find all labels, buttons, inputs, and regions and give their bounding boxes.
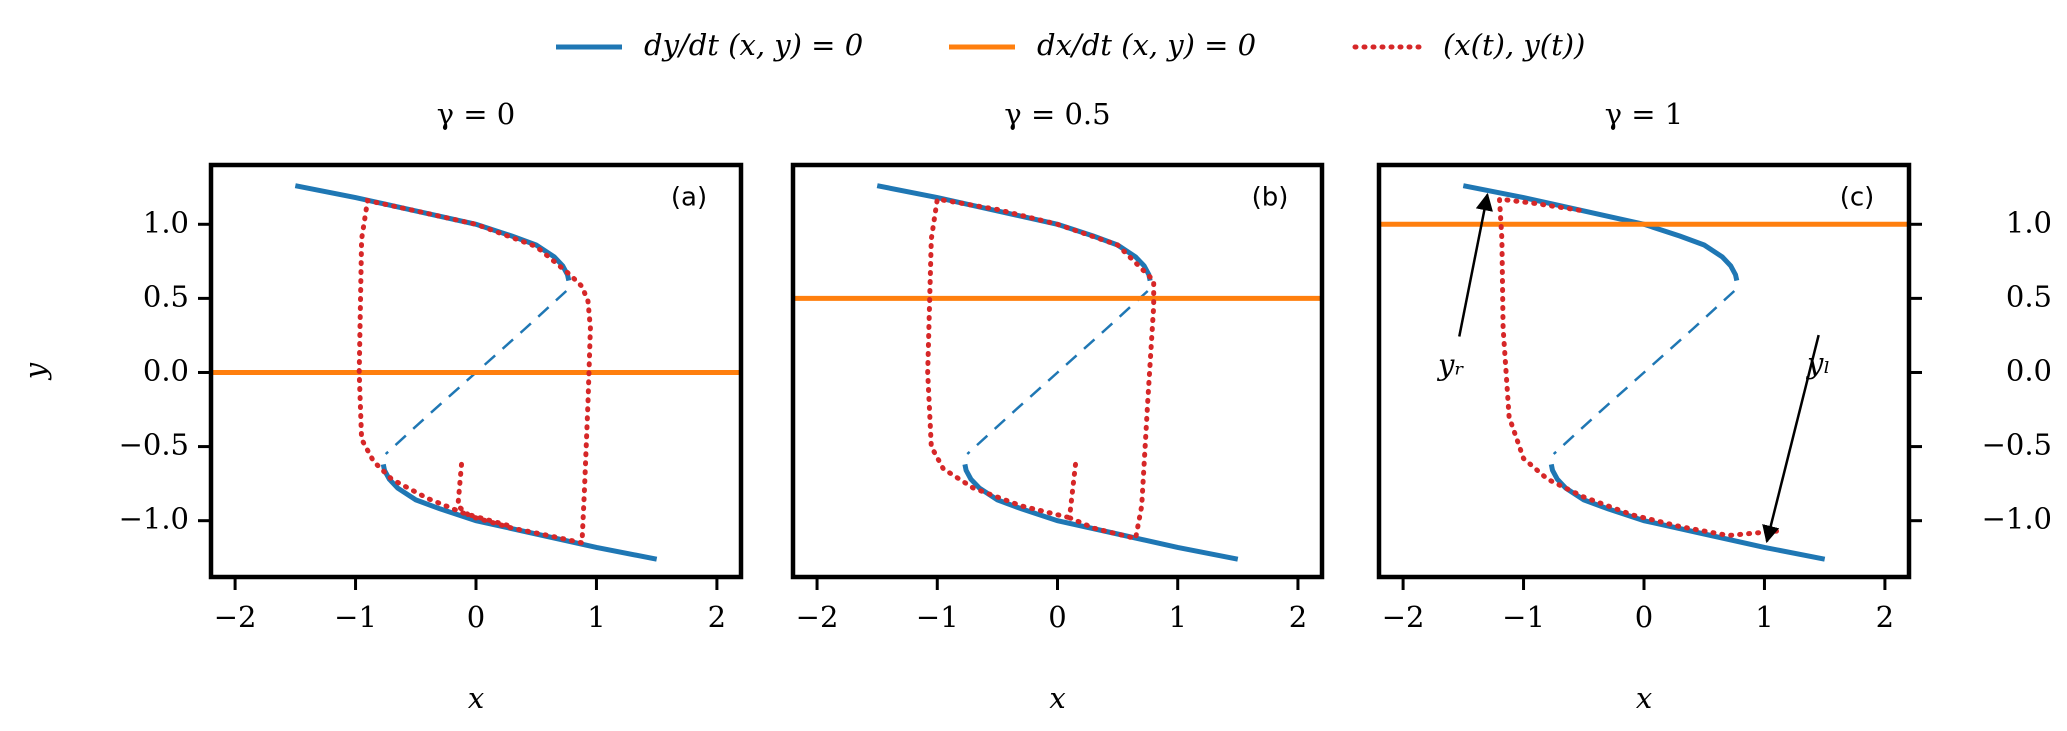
series-line (966, 290, 1149, 455)
series-line (1462, 183, 1740, 282)
panel-label: (a) (671, 183, 707, 213)
x-tick-label: −1 (916, 600, 959, 634)
x-axis-label: x (468, 681, 484, 715)
y-tick-label: 1.0 (2006, 205, 2052, 239)
x-tick-label: −1 (334, 600, 377, 634)
y-tick-label: −1.0 (119, 502, 189, 536)
panel-title: γ = 0.5 (1004, 97, 1110, 131)
series-line (925, 196, 1157, 542)
annotation: yₗ (1805, 346, 1830, 380)
y-tick-label: −1.0 (1982, 502, 2052, 536)
x-tick-label: 1 (587, 600, 605, 634)
x-tick-label: −1 (1502, 600, 1545, 634)
y-tick-label: 1.0 (143, 205, 189, 239)
series-line (876, 183, 1153, 282)
plot-area (793, 183, 1322, 562)
series-line (962, 463, 1239, 562)
series-line (1496, 196, 1779, 539)
series-line (380, 463, 658, 562)
legend-label: dy/dt (x, y) = 0 (644, 28, 863, 62)
y-tick-label: 0.0 (2006, 353, 2052, 387)
x-tick-label: 2 (1289, 600, 1307, 634)
annotation-arrow (1458, 192, 1493, 337)
x-tick-label: 2 (1876, 600, 1894, 634)
plot-area (1379, 183, 1909, 562)
y-axis-label: y (18, 362, 52, 381)
x-axis-label: x (1049, 681, 1065, 715)
x-tick-label: 0 (1048, 600, 1066, 634)
y-tick-label: 0.5 (143, 279, 189, 313)
x-tick-label: −2 (214, 600, 257, 634)
x-tick-label: 1 (1755, 600, 1773, 634)
series-line (294, 183, 572, 282)
annotation: yᵣ (1436, 348, 1464, 382)
panel-title: γ = 0 (437, 97, 516, 131)
x-tick-label: 0 (1635, 600, 1653, 634)
y-tick-label: −0.5 (119, 428, 189, 462)
legend-label: (x(t), y(t)) (1443, 28, 1585, 62)
x-tick-label: 1 (1169, 600, 1187, 634)
annotation-arrow (1762, 334, 1820, 544)
series-line (356, 197, 593, 546)
series-line (1548, 463, 1826, 562)
legend-label: dx/dt (x, y) = 0 (1037, 28, 1256, 62)
x-tick-label: 2 (708, 600, 726, 634)
x-tick-label: −2 (1382, 600, 1425, 634)
y-tick-label: −0.5 (1982, 428, 2052, 462)
x-tick-label: 0 (467, 600, 485, 634)
panel-title: γ = 1 (1605, 97, 1684, 131)
y-tick-label: 0.0 (143, 353, 189, 387)
x-tick-label: −2 (796, 600, 839, 634)
y-tick-label: 0.5 (2006, 279, 2052, 313)
plot-area (211, 183, 741, 562)
panel-label: (b) (1252, 183, 1289, 213)
series-line (1552, 290, 1736, 455)
x-axis-label: x (1636, 681, 1652, 715)
panel-label: (c) (1840, 183, 1875, 213)
